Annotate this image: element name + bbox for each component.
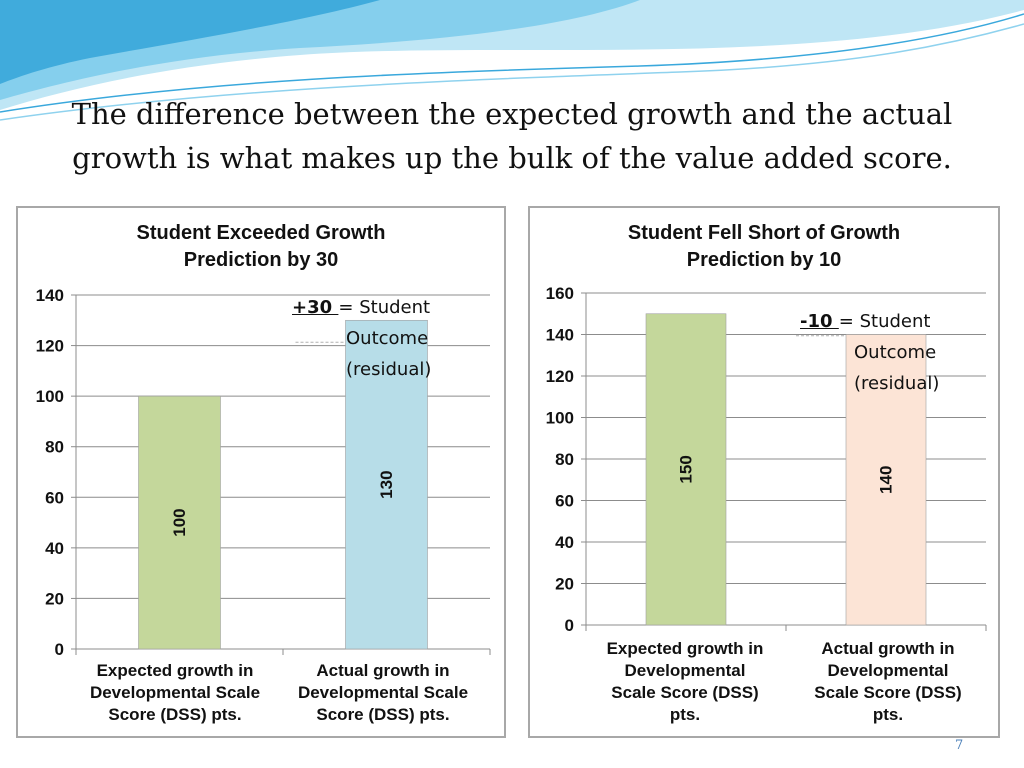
chart-panel-exceeded: Student Exceeded Growth Prediction by 30… bbox=[16, 206, 506, 738]
residual-text-1: = Student bbox=[838, 311, 931, 332]
chart-title-line-1: Student Fell Short of Growth bbox=[627, 222, 901, 244]
y-tick-label: 40 bbox=[555, 533, 574, 552]
bar-data-label: 150 bbox=[677, 455, 696, 483]
y-tick-label: 80 bbox=[45, 438, 64, 457]
residual-text-2: Outcome bbox=[854, 342, 937, 363]
category-label-line: Actual growth in bbox=[821, 639, 955, 658]
bar-data-label: 140 bbox=[877, 466, 896, 494]
category-label-line: pts. bbox=[669, 705, 701, 724]
category-label-actual: Actual growth in Developmental Scale Sco… bbox=[785, 638, 991, 726]
category-label-expected: Expected growth in Developmental Scale S… bbox=[582, 638, 788, 726]
slide-number: 7 bbox=[955, 738, 964, 753]
category-label-line: Score (DSS) pts. bbox=[108, 705, 242, 724]
y-tick-label: 60 bbox=[45, 488, 64, 507]
y-tick-label: 120 bbox=[546, 367, 574, 386]
category-label-line: Actual growth in bbox=[316, 661, 450, 680]
y-tick-label: 0 bbox=[565, 616, 574, 635]
residual-delta: -10 bbox=[800, 311, 839, 332]
category-label-line: Scale Score (DSS) bbox=[611, 683, 759, 702]
chart-plot: 0 20 40 60 80 100 120 140 160 150 140 bbox=[546, 284, 987, 635]
chart-title: Student Fell Short of Growth Prediction … bbox=[530, 220, 998, 274]
chart-title-line-1: Student Exceeded Growth bbox=[136, 222, 386, 244]
residual-text-3: (residual) bbox=[854, 373, 940, 394]
wave-band-dark bbox=[0, 0, 380, 84]
bar-data-label: 100 bbox=[170, 508, 189, 536]
chart-panel-fell-short: Student Fell Short of Growth Prediction … bbox=[528, 206, 1000, 738]
y-tick-label: 80 bbox=[555, 450, 574, 469]
chart-title-line-2: Prediction by 30 bbox=[183, 249, 339, 271]
headline-line-2: growth is what makes up the bulk of the … bbox=[72, 141, 952, 175]
category-label-line: Expected growth in bbox=[606, 639, 764, 658]
slide-headline: The difference between the expected grow… bbox=[50, 92, 974, 180]
y-tick-label: 140 bbox=[36, 286, 64, 305]
wave-line-2 bbox=[0, 23, 1024, 121]
category-label-actual: Actual growth in Developmental Scale Sco… bbox=[278, 660, 488, 726]
residual-text-2: Outcome bbox=[346, 328, 429, 349]
y-tick-label: 120 bbox=[36, 337, 64, 356]
headline-line-1: The difference between the expected grow… bbox=[71, 97, 953, 131]
chart-plot: 0 20 40 60 80 100 120 140 100 130 bbox=[36, 286, 491, 659]
y-tick-label: 100 bbox=[546, 409, 574, 428]
bar bbox=[645, 313, 727, 626]
residual-delta: +30 bbox=[292, 297, 339, 318]
chart-title: Student Exceeded Growth Prediction by 30 bbox=[18, 220, 504, 274]
header-wave-decoration bbox=[0, 0, 1024, 121]
y-tick-label: 60 bbox=[555, 492, 574, 511]
y-tick-label: 160 bbox=[546, 284, 574, 303]
bar-data-label: 130 bbox=[377, 470, 396, 498]
category-label-line: Score (DSS) pts. bbox=[316, 705, 450, 724]
category-label-line: Developmental Scale bbox=[89, 683, 261, 702]
category-label-line: Developmental bbox=[624, 661, 746, 680]
y-tick-label: 20 bbox=[555, 575, 574, 594]
category-label-line: Expected growth in bbox=[96, 661, 254, 680]
y-tick-label: 140 bbox=[546, 326, 574, 345]
category-label-expected: Expected growth in Developmental Scale S… bbox=[70, 660, 280, 726]
residual-annotation: +30 = Student Outcome (residual) bbox=[292, 292, 431, 385]
y-tick-label: 100 bbox=[36, 387, 64, 406]
residual-annotation: -10 = Student Outcome (residual) bbox=[800, 306, 939, 399]
category-label-line: Scale Score (DSS) bbox=[814, 683, 962, 702]
bar bbox=[138, 395, 221, 650]
category-label-line: Developmental bbox=[827, 661, 949, 680]
wave-line-1 bbox=[0, 13, 1024, 113]
category-label-line: Developmental Scale bbox=[297, 683, 469, 702]
y-tick-label: 40 bbox=[45, 539, 64, 558]
y-tick-label: 20 bbox=[45, 589, 64, 608]
category-label-line: pts. bbox=[872, 705, 904, 724]
y-tick-label: 0 bbox=[55, 640, 64, 659]
chart-title-line-2: Prediction by 10 bbox=[686, 249, 842, 271]
bar bbox=[345, 319, 428, 650]
residual-text-3: (residual) bbox=[346, 359, 432, 380]
bar bbox=[845, 334, 927, 626]
residual-text-1: = Student bbox=[338, 297, 431, 318]
